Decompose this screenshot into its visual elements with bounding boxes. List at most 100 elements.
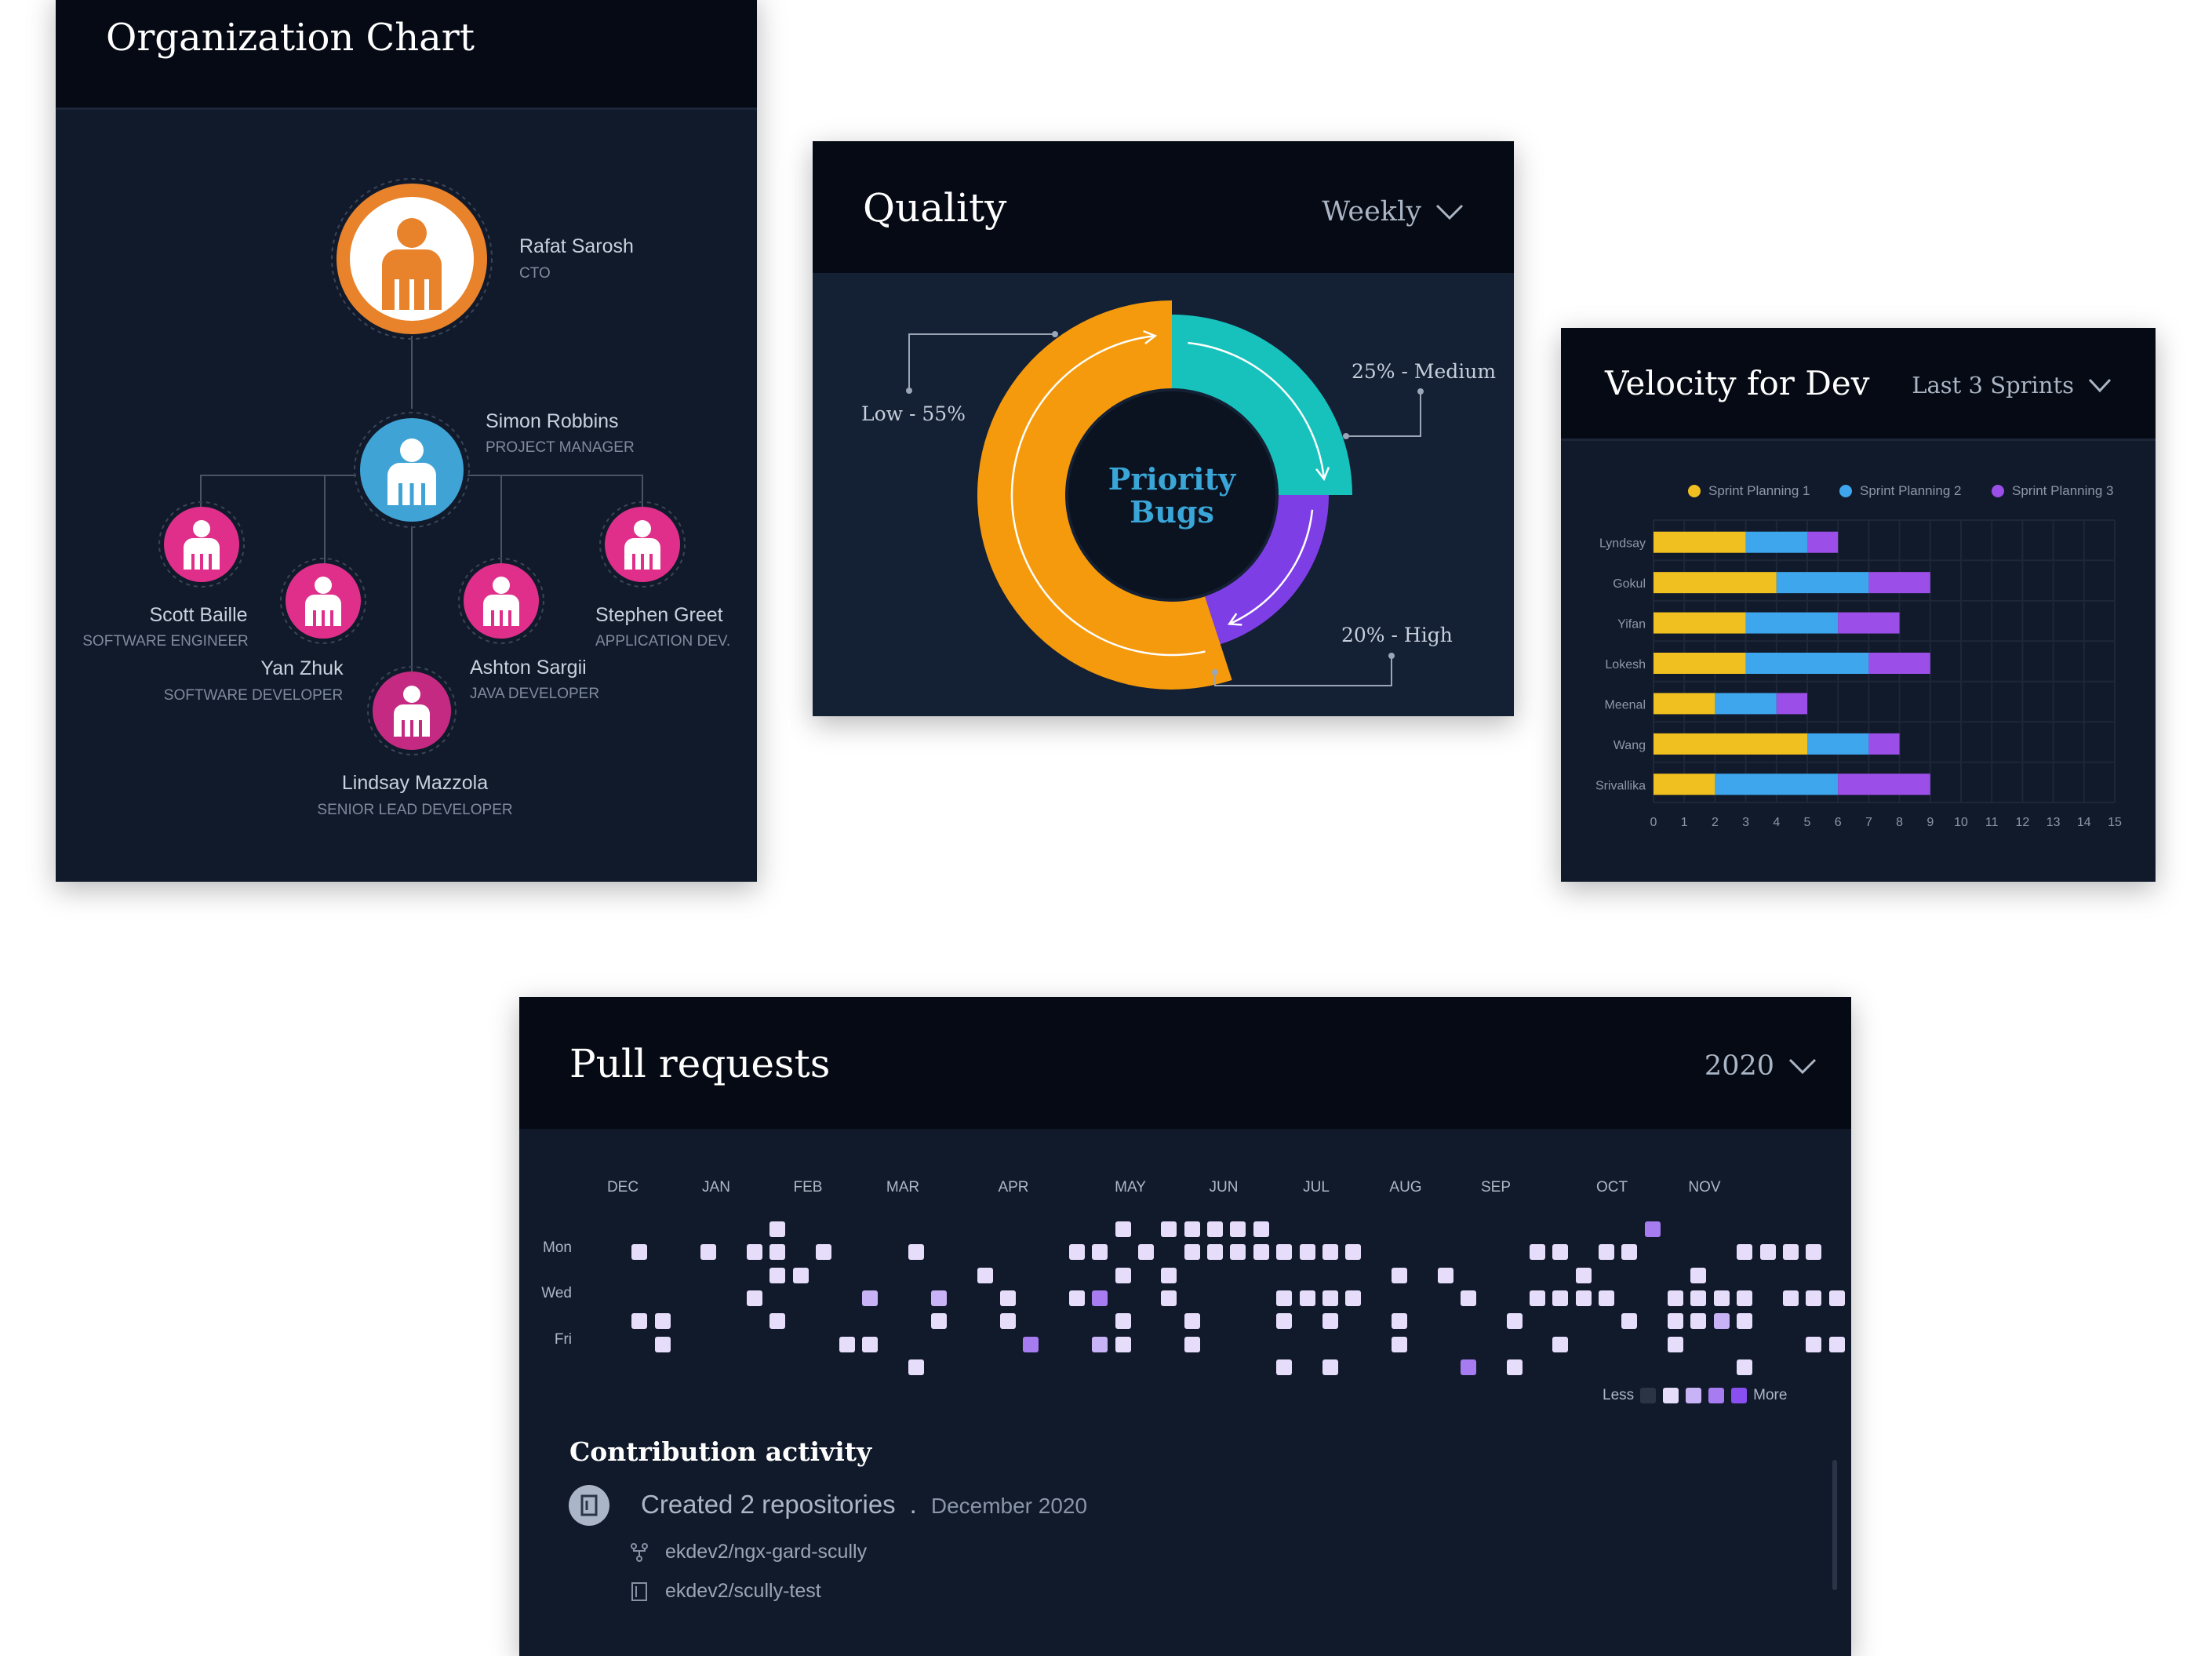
contribution-cell[interactable] [1668,1336,1684,1352]
contribution-cell[interactable] [1737,1290,1753,1306]
contribution-cell[interactable] [1069,1244,1085,1261]
contribution-cell[interactable] [1184,1244,1200,1261]
contribution-cell[interactable] [816,1244,832,1261]
repo-link[interactable]: ekdev2/scully-test [629,1580,821,1603]
bar-segment[interactable] [1776,693,1807,715]
avatar-stephen-greet[interactable] [598,500,686,588]
contribution-cell[interactable] [1575,1290,1592,1306]
contribution-cell[interactable] [1460,1290,1476,1306]
contribution-cell[interactable] [1599,1290,1615,1306]
contribution-cell[interactable] [1506,1359,1523,1375]
contribution-cell[interactable] [1506,1313,1523,1330]
repo-link[interactable]: ekdev2/ngx-gard-scully [629,1541,867,1563]
bar-segment[interactable] [1745,612,1839,634]
bar-segment[interactable] [1838,773,1930,795]
bar-segment[interactable] [1868,572,1930,594]
contribution-cell[interactable] [747,1244,763,1261]
bar-segment[interactable] [1776,572,1869,594]
contribution-cell[interactable] [1806,1244,1822,1261]
contribution-cell[interactable] [1230,1221,1246,1237]
bar-segment[interactable] [1868,733,1900,755]
avatar-lindsay-mazzola[interactable] [366,665,457,756]
contribution-cell[interactable] [1207,1221,1224,1237]
contribution-cell[interactable] [977,1267,993,1283]
activity-item-label[interactable]: Created 2 repositories [641,1490,896,1519]
contribution-cell[interactable] [1207,1244,1224,1261]
contribution-cell[interactable] [1230,1244,1246,1261]
bar-segment[interactable] [1745,531,1807,553]
contribution-cell[interactable] [861,1336,878,1352]
contribution-cell[interactable] [1115,1336,1131,1352]
velocity-period-dropdown[interactable]: Last 3 Sprints [1912,372,2112,399]
contribution-cell[interactable] [1322,1244,1338,1261]
contribution-cell[interactable] [1161,1221,1177,1237]
contribution-cell[interactable] [1460,1359,1476,1375]
contribution-cell[interactable] [1737,1313,1753,1330]
contribution-cell[interactable] [1115,1313,1131,1330]
contribution-cell[interactable] [1092,1336,1108,1352]
contribution-cell[interactable] [1276,1244,1293,1261]
contribution-cell[interactable] [1322,1313,1338,1330]
contribution-cell[interactable] [1161,1267,1177,1283]
contribution-cell[interactable] [1138,1244,1155,1261]
contribution-cell[interactable] [1690,1313,1707,1330]
bar-segment[interactable] [1654,531,1746,553]
contribution-cell[interactable] [1690,1267,1707,1283]
donut-slice-low[interactable] [977,300,1232,690]
donut-slice-medium[interactable] [1172,315,1352,495]
activity-scrollbar[interactable] [1832,1460,1837,1590]
year-dropdown[interactable]: 2020 [1704,1050,1817,1082]
bar-segment[interactable] [1745,653,1869,674]
contribution-cell[interactable] [654,1313,671,1330]
bar-segment[interactable] [1654,612,1746,634]
contribution-cell[interactable] [1276,1290,1293,1306]
contribution-cell[interactable] [1161,1290,1177,1306]
contribution-cell[interactable] [999,1290,1016,1306]
bar-segment[interactable] [1654,773,1715,795]
contribution-cell[interactable] [1575,1267,1592,1283]
contribution-cell[interactable] [1023,1336,1039,1352]
contribution-cell[interactable] [1391,1267,1407,1283]
avatar-yan-zhuk[interactable] [279,557,367,645]
contribution-cell[interactable] [1276,1313,1293,1330]
contribution-cell[interactable] [1184,1313,1200,1330]
contribution-cell[interactable] [1069,1290,1085,1306]
contribution-cell[interactable] [1437,1267,1453,1283]
contribution-cell[interactable] [1806,1290,1822,1306]
avatar-ashton-sargii[interactable] [457,557,545,645]
contribution-cell[interactable] [1552,1336,1569,1352]
bar-segment[interactable] [1654,733,1807,755]
bar-segment[interactable] [1838,612,1900,634]
contribution-cell[interactable] [1644,1221,1661,1237]
contribution-cell[interactable] [1115,1221,1131,1237]
contribution-cell[interactable] [1759,1244,1776,1261]
contribution-cell[interactable] [631,1313,648,1330]
contribution-cell[interactable] [792,1267,809,1283]
contribution-cell[interactable] [700,1244,717,1261]
bar-segment[interactable] [1715,693,1777,715]
contribution-cell[interactable] [1782,1244,1799,1261]
contribution-cell[interactable] [654,1336,671,1352]
contribution-cell[interactable] [1782,1290,1799,1306]
contribution-cell[interactable] [861,1290,878,1306]
contribution-cell[interactable] [1530,1244,1545,1261]
contribution-cell[interactable] [1345,1244,1362,1261]
contribution-cell[interactable] [908,1359,924,1375]
bar-segment[interactable] [1807,733,1869,755]
contribution-cell[interactable] [1828,1290,1845,1306]
contribution-cell[interactable] [1391,1336,1407,1352]
avatar-scott-baille[interactable] [158,500,246,588]
contribution-cell[interactable] [1092,1244,1108,1261]
contribution-cell[interactable] [1713,1313,1730,1330]
contribution-cell[interactable] [1621,1313,1638,1330]
donut-slice-high[interactable] [1205,495,1329,645]
contribution-cell[interactable] [1322,1359,1338,1375]
contribution-cell[interactable] [631,1244,648,1261]
contribution-cell[interactable] [1184,1336,1200,1352]
contribution-cell[interactable] [1668,1290,1684,1306]
contribution-cell[interactable] [1391,1313,1407,1330]
contribution-cell[interactable] [1737,1359,1753,1375]
contribution-cell[interactable] [1184,1221,1200,1237]
contribution-cell[interactable] [1530,1290,1545,1306]
quality-period-dropdown[interactable]: Weekly [1322,196,1464,227]
